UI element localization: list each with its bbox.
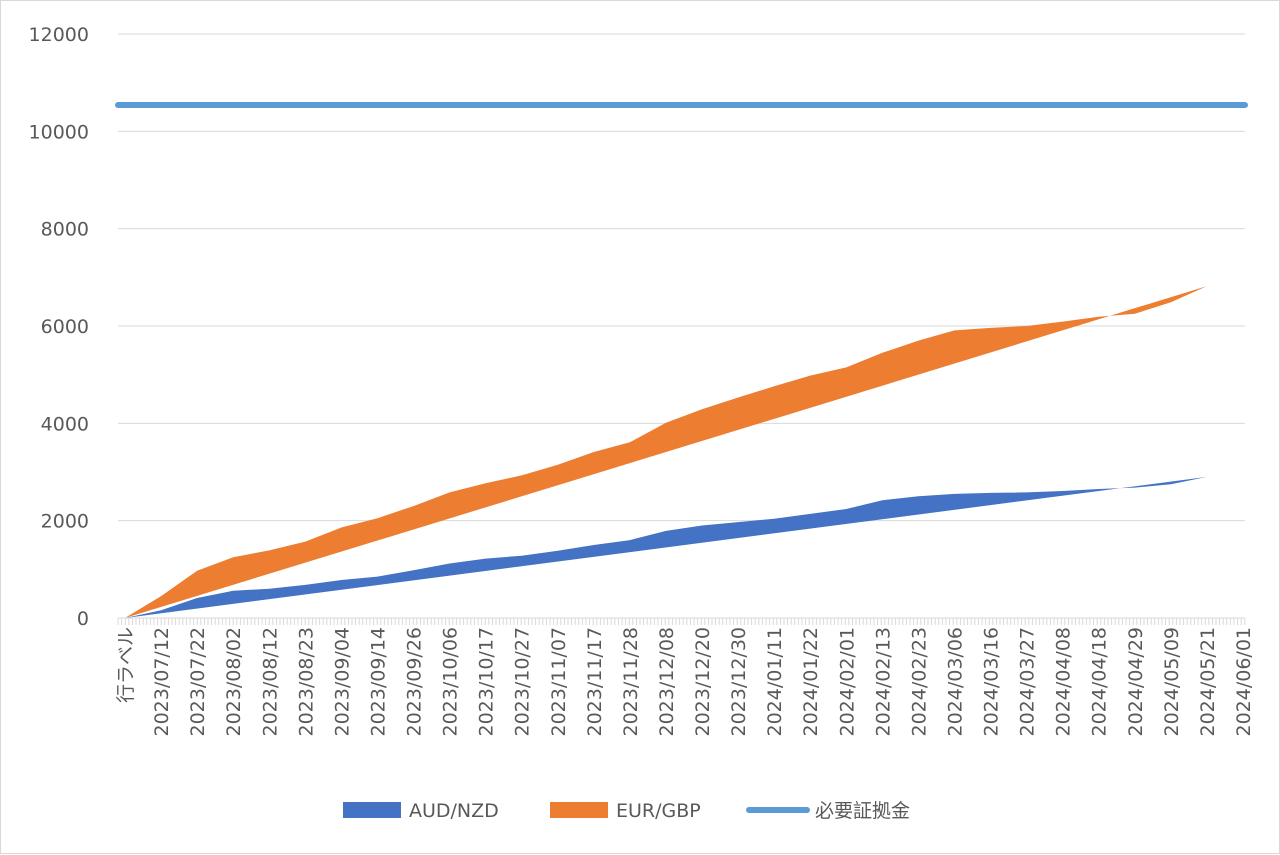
x-tick-label: 2024/02/23 <box>908 627 930 737</box>
x-tick-label: 2024/04/18 <box>1089 627 1111 737</box>
x-tick-label: 2023/08/12 <box>259 627 281 737</box>
y-tick-label: 0 <box>77 608 89 630</box>
x-tick-label: 2023/10/06 <box>440 627 462 737</box>
x-tick-label: 2024/01/22 <box>800 627 822 737</box>
x-tick-label: 2023/11/17 <box>584 627 606 737</box>
y-tick-label: 2000 <box>41 511 89 533</box>
x-tick-label: 2024/06/01 <box>1233 627 1255 737</box>
x-tick-label: 2024/02/13 <box>872 627 894 737</box>
legend: AUD/NZD EUR/GBP 必要証拠金 <box>343 800 910 822</box>
area-AUD/NZD <box>125 476 1207 618</box>
gridlines <box>118 33 1245 522</box>
x-tick-label: 2024/03/06 <box>945 627 967 737</box>
x-tick-label: 2023/12/20 <box>692 627 714 737</box>
x-tick-label: 2023/07/12 <box>151 627 173 737</box>
y-tick-label: 8000 <box>41 219 89 241</box>
legend-label: 必要証拠金 <box>815 800 910 822</box>
x-tick-label: 2023/08/02 <box>223 627 245 737</box>
x-tick-label: 2024/04/29 <box>1125 627 1147 737</box>
x-category-label: 行ラベル <box>115 627 137 703</box>
x-tick-label: 2023/10/27 <box>512 627 534 737</box>
x-tick-label: 2024/03/27 <box>1017 627 1039 737</box>
x-axis <box>117 617 1246 625</box>
y-tick-label: 12000 <box>29 24 89 46</box>
x-tick-label: 2023/10/17 <box>476 627 498 737</box>
legend-swatch <box>343 802 401 818</box>
x-tick-label: 2024/01/11 <box>764 627 786 737</box>
x-tick-label: 2024/04/08 <box>1053 627 1075 737</box>
x-tick-label: 2024/02/01 <box>836 627 858 737</box>
x-tick-label: 2023/11/07 <box>548 627 570 737</box>
x-tick-label: 2023/09/26 <box>404 627 426 737</box>
x-tick-label: 2023/07/22 <box>187 627 209 737</box>
area-EUR/GBP <box>125 286 1207 618</box>
x-axis-ticks: 行ラベル 2023/07/12 2023/07/22 2023/08/02 2023/0… <box>115 627 1255 737</box>
x-tick-label: 2023/12/08 <box>656 627 678 737</box>
legend-label: EUR/GBP <box>616 800 701 822</box>
x-tick-label: 2023/12/30 <box>728 627 750 737</box>
legend-label: AUD/NZD <box>409 800 499 822</box>
x-tick-label: 2024/03/16 <box>981 627 1003 737</box>
y-tick-label: 4000 <box>41 413 89 435</box>
y-tick-label: 10000 <box>29 121 89 143</box>
x-tick-label: 2023/08/23 <box>295 627 317 737</box>
y-axis-ticks: 0 2000 4000 6000 8000 10000 12000 <box>29 24 89 630</box>
x-tick-label: 2024/05/09 <box>1161 627 1183 737</box>
x-tick-label: 2023/09/14 <box>368 627 390 737</box>
area-series <box>125 286 1207 618</box>
x-tick-label: 2024/05/21 <box>1197 627 1219 737</box>
y-tick-label: 6000 <box>41 316 89 338</box>
x-tick-label: 2023/09/04 <box>331 627 353 737</box>
x-tick-label: 2023/11/28 <box>620 627 642 737</box>
legend-swatch <box>550 802 608 818</box>
